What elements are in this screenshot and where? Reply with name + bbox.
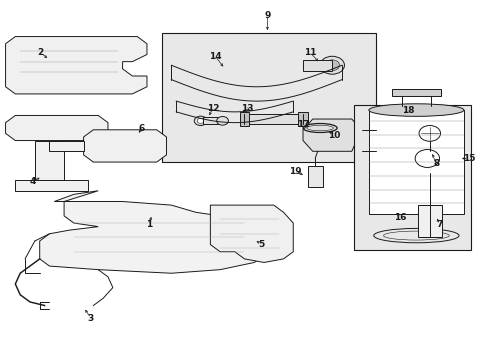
Text: 19: 19 <box>289 167 302 176</box>
Circle shape <box>197 118 203 123</box>
Text: 16: 16 <box>393 213 406 222</box>
Bar <box>161 33 375 162</box>
Text: 3: 3 <box>88 314 94 323</box>
Polygon shape <box>83 130 166 162</box>
Text: 13: 13 <box>240 104 253 113</box>
Polygon shape <box>298 112 307 126</box>
Bar <box>353 105 470 250</box>
Circle shape <box>320 56 344 74</box>
Polygon shape <box>391 89 440 96</box>
Polygon shape <box>368 110 463 214</box>
Polygon shape <box>5 37 147 94</box>
Text: 10: 10 <box>328 131 340 140</box>
Polygon shape <box>35 140 64 180</box>
Ellipse shape <box>368 104 463 116</box>
Polygon shape <box>417 205 441 237</box>
Polygon shape <box>49 140 83 151</box>
Polygon shape <box>15 180 88 191</box>
Circle shape <box>325 60 339 71</box>
Text: 9: 9 <box>264 10 270 19</box>
Polygon shape <box>303 119 361 151</box>
Polygon shape <box>40 191 268 273</box>
Polygon shape <box>239 112 249 126</box>
Text: 6: 6 <box>139 123 145 132</box>
Polygon shape <box>244 114 303 125</box>
Text: 14: 14 <box>208 52 221 61</box>
Polygon shape <box>303 60 331 71</box>
Text: 11: 11 <box>304 48 316 57</box>
Polygon shape <box>203 117 217 125</box>
Text: 17: 17 <box>296 120 309 129</box>
Text: 8: 8 <box>432 159 438 168</box>
Text: 15: 15 <box>462 154 474 163</box>
Polygon shape <box>210 205 293 262</box>
Text: 12: 12 <box>206 104 219 113</box>
Text: 18: 18 <box>401 105 414 114</box>
Circle shape <box>194 116 206 126</box>
Polygon shape <box>307 166 322 187</box>
Text: 5: 5 <box>258 240 264 249</box>
Text: 7: 7 <box>435 220 442 229</box>
Text: 1: 1 <box>146 220 152 229</box>
Polygon shape <box>5 116 108 140</box>
Text: 4: 4 <box>29 177 36 186</box>
Text: 2: 2 <box>38 48 44 57</box>
Circle shape <box>216 117 228 125</box>
